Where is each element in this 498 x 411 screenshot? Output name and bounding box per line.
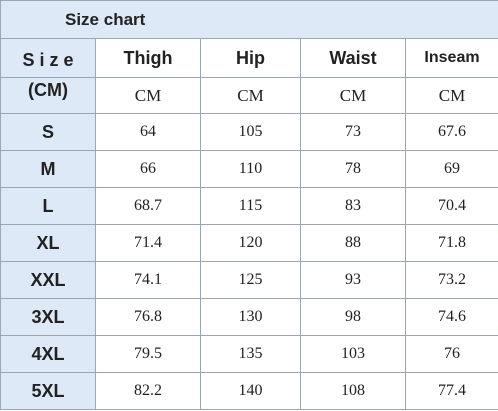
- measure-cell: 82.2: [95, 372, 201, 410]
- data-row: XXL 74.1 125 93 73.2: [0, 261, 498, 299]
- measure-cell: 73: [300, 113, 406, 151]
- measure-cell: 70.4: [405, 187, 498, 225]
- unit-cell: CM: [200, 77, 301, 114]
- size-label: XL: [0, 224, 96, 262]
- data-row: 5XL 82.2 140 108 77.4: [0, 372, 498, 410]
- column-header: Waist: [300, 38, 406, 78]
- data-row: 3XL 76.8 130 98 74.6: [0, 298, 498, 336]
- measure-cell: 115: [200, 187, 301, 225]
- measure-cell: 76.8: [95, 298, 201, 336]
- measure-cell: 74.1: [95, 261, 201, 299]
- measure-cell: 71.8: [405, 224, 498, 262]
- measure-cell: 83: [300, 187, 406, 225]
- column-header: Hip: [200, 38, 301, 78]
- unit-cell: CM: [405, 77, 498, 114]
- measure-cell: 67.6: [405, 113, 498, 151]
- measure-cell: 76: [405, 335, 498, 373]
- measure-cell: 120: [200, 224, 301, 262]
- measure-cell: 135: [200, 335, 301, 373]
- measure-cell: 140: [200, 372, 301, 410]
- measure-cell: 77.4: [405, 372, 498, 410]
- measure-cell: 130: [200, 298, 301, 336]
- measure-cell: 88: [300, 224, 406, 262]
- title-row: Size chart: [0, 0, 498, 39]
- column-header: Inseam: [405, 38, 498, 78]
- unit-cell: CM: [95, 77, 201, 114]
- unit-cell: CM: [300, 77, 406, 114]
- size-unit: (CM): [0, 77, 96, 114]
- measure-cell: 74.6: [405, 298, 498, 336]
- measure-cell: 79.5: [95, 335, 201, 373]
- size-label: L: [0, 187, 96, 225]
- column-header: Thigh: [95, 38, 201, 78]
- size-label: S: [0, 113, 96, 151]
- size-label: M: [0, 150, 96, 188]
- measure-cell: 93: [300, 261, 406, 299]
- measure-cell: 103: [300, 335, 406, 373]
- header-row: S i z e Thigh Hip Waist Inseam: [0, 38, 498, 78]
- size-label: 4XL: [0, 335, 96, 373]
- measure-cell: 73.2: [405, 261, 498, 299]
- unit-row: (CM) CM CM CM CM: [0, 77, 498, 114]
- table-title: Size chart: [0, 0, 498, 39]
- measure-cell: 68.7: [95, 187, 201, 225]
- size-header: S i z e: [0, 38, 96, 78]
- measure-cell: 110: [200, 150, 301, 188]
- measure-cell: 69: [405, 150, 498, 188]
- data-row: S 64 105 73 67.6: [0, 113, 498, 151]
- measure-cell: 125: [200, 261, 301, 299]
- measure-cell: 66: [95, 150, 201, 188]
- measure-cell: 108: [300, 372, 406, 410]
- data-row: XL 71.4 120 88 71.8: [0, 224, 498, 262]
- size-label: XXL: [0, 261, 96, 299]
- data-row: L 68.7 115 83 70.4: [0, 187, 498, 225]
- data-row: M 66 110 78 69: [0, 150, 498, 188]
- measure-cell: 71.4: [95, 224, 201, 262]
- measure-cell: 64: [95, 113, 201, 151]
- measure-cell: 78: [300, 150, 406, 188]
- measure-cell: 98: [300, 298, 406, 336]
- size-label: 3XL: [0, 298, 96, 336]
- data-row: 4XL 79.5 135 103 76: [0, 335, 498, 373]
- size-label: 5XL: [0, 372, 96, 410]
- measure-cell: 105: [200, 113, 301, 151]
